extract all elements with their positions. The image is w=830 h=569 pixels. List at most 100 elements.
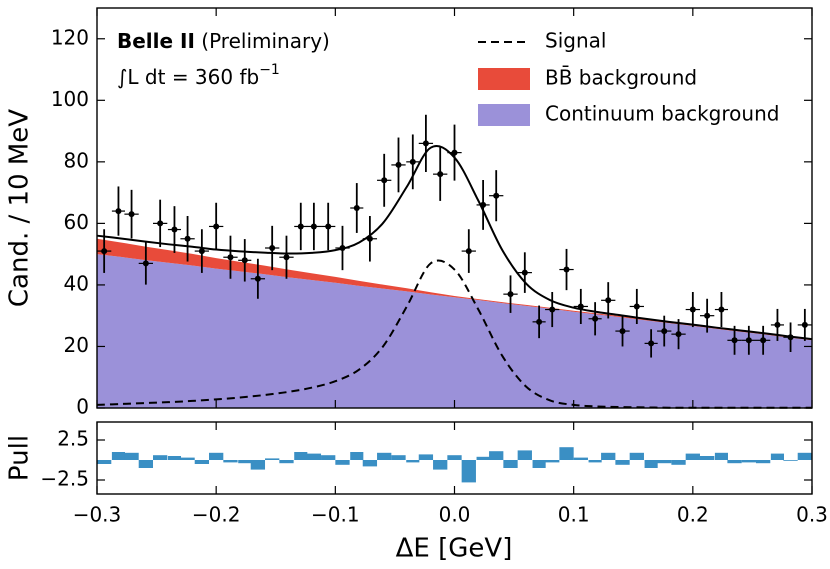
x-tick-label: 0.2: [677, 503, 709, 527]
data-point: [353, 205, 360, 211]
pull-bar: [629, 452, 644, 460]
preliminary: (Preliminary): [201, 29, 330, 53]
pull-bar: [461, 460, 476, 483]
y-tick-label: 0: [76, 395, 89, 419]
experiment-label: Belle II (Preliminary): [117, 29, 330, 53]
pull-bar: [418, 454, 434, 460]
pull-bar: [601, 452, 616, 460]
data-point: [297, 223, 304, 230]
pull-bar: [685, 453, 700, 460]
pull-bar: [391, 455, 406, 460]
data-point: [227, 254, 234, 261]
data-point: [198, 248, 205, 255]
pull-bar: [545, 460, 560, 463]
pull-bar: [755, 460, 771, 464]
experiment-name: Belle II: [117, 29, 195, 53]
data-point: [366, 235, 373, 242]
data-point: [128, 211, 135, 218]
pull-bar: [741, 460, 756, 463]
data-point: [661, 328, 668, 335]
pull-bar: [124, 452, 139, 460]
data-point: [409, 158, 416, 165]
pull-bar: [306, 453, 322, 460]
data-point: [592, 315, 599, 322]
y-tick-label: 80: [64, 148, 89, 172]
luminosity-exponent: −1: [259, 62, 280, 78]
data-point: [577, 303, 584, 310]
data-point: [437, 171, 444, 178]
data-point: [395, 161, 402, 168]
data-point: [283, 254, 290, 261]
legend-label: Continuum background: [545, 102, 779, 126]
pull-bar: [532, 460, 546, 468]
pull-bar: [265, 458, 280, 460]
data-point: [184, 235, 191, 242]
y-tick-label: 2.5: [57, 427, 89, 451]
y-tick-label: 120: [51, 25, 89, 49]
legend-label: BB̄ background: [545, 65, 697, 90]
pull-bar: [180, 457, 195, 460]
x-tick-label: −0.1: [311, 503, 360, 527]
x-axis-label: ΔE [GeV]: [396, 534, 513, 564]
data-point: [704, 312, 711, 319]
data-point: [310, 223, 317, 230]
pull-bar: [335, 460, 350, 465]
pull-bar: [503, 460, 518, 468]
data-point: [760, 337, 767, 344]
pull-bar: [223, 460, 238, 463]
pull-bar: [111, 452, 126, 460]
pull-bar: [447, 455, 462, 460]
x-tick-label: 0.3: [796, 503, 828, 527]
data-point: [171, 226, 178, 233]
pull-bar: [138, 460, 154, 468]
data-point: [801, 321, 808, 328]
data-point: [142, 260, 149, 267]
data-point: [718, 306, 725, 313]
data-point: [254, 275, 261, 282]
data-point: [213, 223, 220, 230]
pull-bar: [573, 457, 588, 460]
y-tick-label: 20: [64, 333, 89, 357]
pull-bar: [517, 450, 532, 460]
data-point: [563, 266, 570, 273]
pull-bar: [657, 460, 672, 464]
y-tick-label: 60: [64, 210, 89, 234]
pull-bar: [238, 460, 252, 464]
plot-frame: [96, 421, 813, 495]
data-point: [507, 291, 514, 298]
data-point: [605, 297, 612, 304]
data-point: [422, 140, 429, 147]
plot-frame: [96, 7, 813, 409]
data-point: [157, 220, 164, 227]
pull-bar: [476, 456, 490, 460]
data-point: [675, 331, 682, 338]
data-point: [633, 303, 640, 310]
pull-bar: [783, 460, 798, 461]
pull-bar: [433, 460, 448, 470]
legend-swatch: [478, 68, 530, 90]
pull-bar: [294, 452, 308, 460]
background-area: [97, 254, 812, 408]
pull-bar: [250, 460, 266, 470]
data-point: [536, 318, 543, 325]
pull-bar: [321, 455, 336, 460]
data-point: [745, 337, 752, 344]
legend-swatch: [478, 104, 530, 126]
data-point: [549, 306, 556, 313]
data-point: [493, 192, 500, 199]
pull-bar: [350, 452, 364, 460]
data-point: [115, 208, 122, 215]
x-tick-label: −0.3: [73, 503, 122, 527]
pull-bar: [377, 452, 392, 460]
x-tick-label: 0.0: [439, 503, 471, 527]
data-point: [381, 177, 388, 184]
pull-bar: [279, 460, 294, 464]
data-point: [689, 306, 696, 313]
data-point: [521, 269, 528, 276]
luminosity: ∫L dt = 360 fb−1: [117, 62, 280, 89]
pull-bar: [797, 452, 812, 460]
pull-bar: [714, 452, 728, 460]
data-point: [325, 223, 332, 230]
pull-bar: [153, 455, 168, 460]
